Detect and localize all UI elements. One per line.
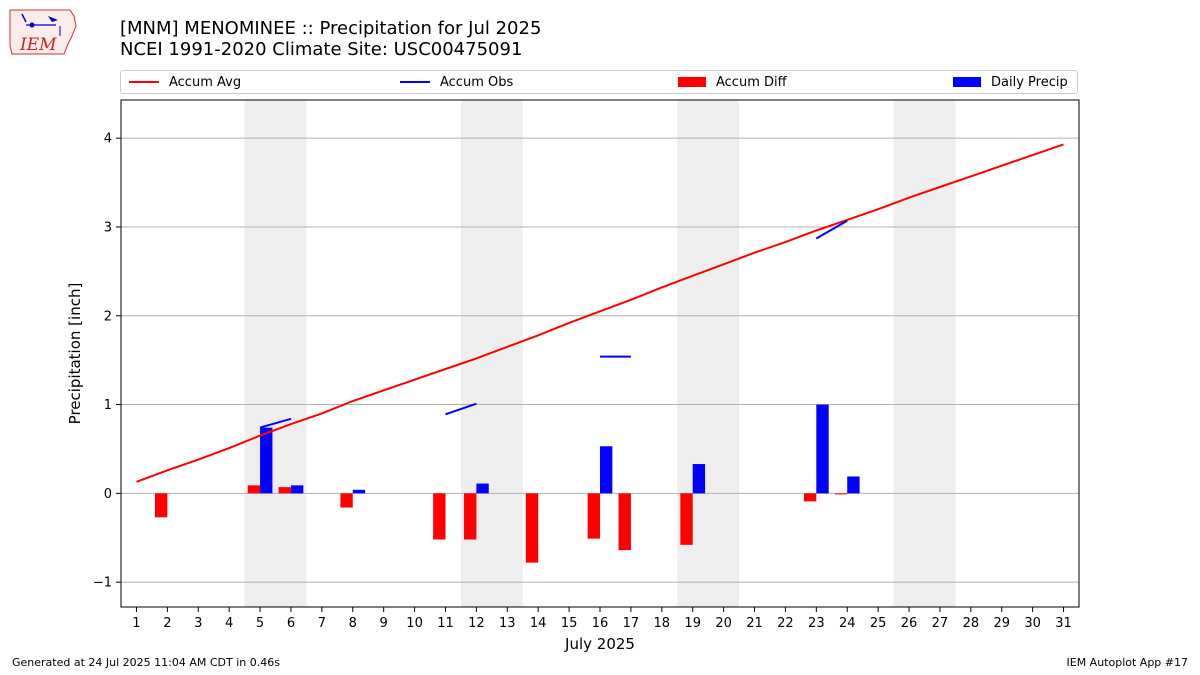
logo-text: IEM <box>19 35 57 55</box>
legend-label-daily-precip: Daily Precip <box>991 74 1068 90</box>
bar-daily-precip-day-6 <box>290 485 304 494</box>
x-tick-label: 30 <box>1024 616 1041 631</box>
bar-accum-diff-day-17 <box>618 493 631 551</box>
bar-daily-precip-day-12 <box>476 483 489 494</box>
x-tick-label: 9 <box>380 616 388 631</box>
legend-accum-avg: Accum Avg <box>129 71 241 93</box>
bar-daily-precip-day-5 <box>260 427 273 494</box>
legend-swatch-daily-precip <box>953 77 981 87</box>
lines <box>136 143 1064 483</box>
legend-label-accum-diff: Accum Diff <box>716 74 787 90</box>
title-line-2: NCEI 1991-2020 Climate Site: USC00475091 <box>120 39 523 60</box>
legend-accum-obs: Accum Obs <box>400 71 513 93</box>
x-tick-label: 17 <box>623 616 640 631</box>
x-tick-label: 3 <box>194 616 202 631</box>
x-tick-label: 4 <box>225 616 233 631</box>
bar-accum-diff-day-24 <box>834 493 848 495</box>
x-tick-label: 29 <box>993 616 1010 631</box>
x-tick-label: 5 <box>256 616 264 631</box>
x-tick-label: 11 <box>437 616 454 631</box>
x-tick-label: 23 <box>808 616 825 631</box>
legend-accum-diff: Accum Diff <box>678 71 787 93</box>
footer-app: IEM Autoplot App #17 <box>1066 656 1189 669</box>
x-tick-label: 21 <box>746 616 763 631</box>
bar-accum-diff-day-2 <box>154 493 168 518</box>
legend-label-accum-obs: Accum Obs <box>440 74 514 90</box>
bar-daily-precip-day-24 <box>847 476 860 494</box>
y-tick-label: 3 <box>104 220 112 235</box>
bars <box>154 404 860 563</box>
line-accum-obs-segment-0 <box>259 417 292 429</box>
x-tick-label: 25 <box>870 616 887 631</box>
bar-daily-precip-day-23 <box>816 404 829 494</box>
bar-daily-precip-day-19 <box>692 464 706 494</box>
x-tick-label: 20 <box>715 616 732 631</box>
bar-accum-diff-day-6 <box>278 487 291 494</box>
bar-accum-diff-day-14 <box>525 493 539 563</box>
legend-swatch-accum-avg <box>129 81 159 83</box>
legend-daily-precip: Daily Precip <box>953 71 1068 93</box>
x-axis-label: July 2025 <box>564 635 635 653</box>
x-tick-label: 15 <box>561 616 578 631</box>
legend: Accum Avg Accum Obs Accum Diff Daily Pre… <box>120 70 1078 94</box>
legend-swatch-accum-diff <box>678 77 706 87</box>
x-tick-label: 26 <box>901 616 918 631</box>
bar-daily-precip-day-16 <box>600 446 613 494</box>
footer-generated: Generated at 24 Jul 2025 11:04 AM CDT in… <box>12 656 280 669</box>
x-tick-label: 27 <box>932 616 949 631</box>
title-line-1: [MNM] MENOMINEE :: Precipitation for Jul… <box>120 18 542 39</box>
x-tick-label: 13 <box>499 616 516 631</box>
bar-accum-diff-day-19 <box>680 493 693 545</box>
x-tick-label: 28 <box>963 616 980 631</box>
bar-accum-diff-day-5 <box>247 485 261 494</box>
bar-daily-precip-day-8 <box>352 489 366 494</box>
x-tick-label: 7 <box>318 616 326 631</box>
x-tick-label: 24 <box>839 616 856 631</box>
y-axis-label: Precipitation [inch] <box>66 283 84 425</box>
legend-swatch-accum-obs <box>400 81 430 83</box>
y-tick-label: 2 <box>104 309 112 324</box>
x-tick-label: 1 <box>132 616 140 631</box>
bar-accum-diff-day-8 <box>340 493 353 508</box>
bar-accum-diff-day-12 <box>464 493 477 540</box>
iem-logo: IEM <box>8 6 80 58</box>
y-tick-label: 1 <box>104 398 112 413</box>
chart-title: [MNM] MENOMINEE :: Precipitation for Jul… <box>120 18 541 60</box>
x-tick-label: 22 <box>777 616 794 631</box>
weekend-shade-3 <box>893 100 956 607</box>
y-tick-label: 0 <box>104 487 112 502</box>
x-tick-label: 2 <box>163 616 171 631</box>
line-accum-obs-segment-3 <box>815 219 848 240</box>
x-tick-label: 8 <box>349 616 357 631</box>
bar-accum-diff-day-16 <box>587 493 600 539</box>
x-tick-label: 6 <box>287 616 295 631</box>
x-tick-label: 12 <box>468 616 485 631</box>
bar-accum-diff-day-23 <box>803 493 817 502</box>
x-tick-label: 14 <box>530 616 547 631</box>
bar-accum-diff-day-11 <box>433 493 446 540</box>
weekend-shade-0 <box>244 100 307 607</box>
iowa-state-weather-icon: IEM <box>9 9 77 55</box>
x-tick-label: 10 <box>406 616 423 631</box>
x-tick-label: 18 <box>654 616 671 631</box>
line-accum-obs-segment-1 <box>445 402 477 416</box>
x-tick-label: 16 <box>592 616 609 631</box>
x-tick-label: 19 <box>684 616 701 631</box>
line-accum-avg-segment-0 <box>136 143 1064 483</box>
y-tick-label: 4 <box>104 132 112 147</box>
y-tick-label: −1 <box>93 576 112 591</box>
x-tick-label: 31 <box>1055 616 1072 631</box>
legend-label-accum-avg: Accum Avg <box>169 74 242 90</box>
